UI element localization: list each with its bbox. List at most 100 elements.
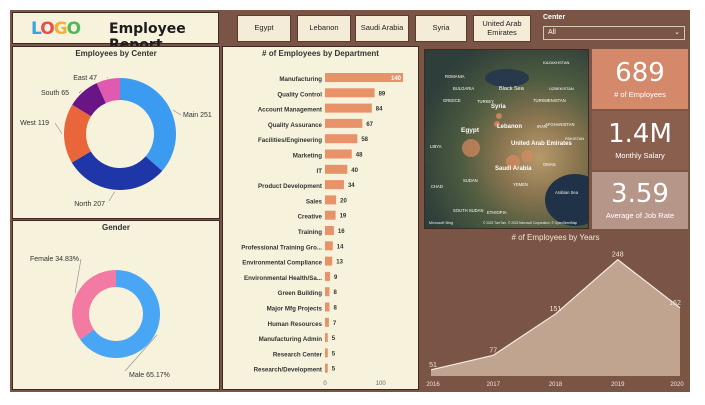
- department-bar: [325, 180, 344, 190]
- department-label: Manufacturing Admin: [259, 336, 323, 343]
- department-value-label: 20: [340, 198, 347, 204]
- map-label: UZBEKISTAN: [549, 86, 574, 91]
- country-filter-saudi-arabia[interactable]: Saudi Arabia: [355, 15, 409, 42]
- donut-leader-line: [106, 77, 108, 79]
- center-filter-label: Center: [543, 14, 566, 21]
- country-filter-syria[interactable]: Syria: [415, 15, 467, 42]
- department-label: Manufacturing: [279, 76, 322, 83]
- header-bar: LOGO Employee Report: [12, 12, 219, 53]
- department-bar: [325, 317, 329, 327]
- years-title: # of Employees by Years: [511, 233, 600, 242]
- map-canvas: Black Sea ROMANIA BULGARIA GREECE TURKEYSyri…: [429, 60, 588, 226]
- department-bar: [325, 195, 337, 205]
- department-bar: [325, 103, 372, 113]
- department-label: Account Management: [258, 107, 322, 114]
- department-bar: [325, 256, 333, 266]
- center-dropdown[interactable]: All ⌄: [543, 26, 685, 40]
- department-value-label: 48: [356, 153, 363, 159]
- years-area-chart: 51 2016 77 2017 151 2018 248 2019 162 2020: [426, 252, 684, 388]
- department-label: Research Center: [273, 351, 323, 358]
- department-bar: [325, 271, 331, 281]
- donut-slice-main: [120, 78, 177, 171]
- department-bar: [325, 164, 348, 174]
- donut-leader-line: [172, 109, 182, 116]
- map-label: LIBYA: [430, 144, 442, 149]
- logo: LOGO: [31, 19, 81, 39]
- map-label: YEMEN: [513, 182, 528, 187]
- country-filter-united-arab-emirates[interactable]: United Arab Emirates: [473, 15, 531, 42]
- area-value-label: 51: [429, 362, 437, 369]
- years-panel: # of Employees by Years 51 2016 77 2017 151 2…: [423, 231, 688, 390]
- kpi-card: 689 # of Employees: [592, 49, 688, 109]
- area-value-label: 151: [550, 306, 562, 313]
- donut-label-main: Main 251: [183, 112, 212, 119]
- map-label: Black Sea: [499, 86, 525, 92]
- department-bar: [325, 73, 403, 82]
- kpi-label: # of Employees: [614, 89, 666, 99]
- x-tick-label: 2020: [670, 382, 684, 388]
- kpi-card: 3.59 Average of Job Rate: [592, 172, 688, 229]
- donut-label-female: Female 34.83%: [30, 256, 79, 263]
- map-label: ETHIOPIA: [487, 210, 507, 215]
- department-value-label: 16: [338, 229, 345, 235]
- map-label: Arabian Sea: [555, 190, 579, 195]
- department-label: Green Building: [278, 290, 323, 297]
- donut-label-west: West 119: [20, 120, 49, 127]
- department-bar: [325, 241, 333, 251]
- department-value-label: 19: [340, 214, 347, 220]
- department-bar: [325, 287, 330, 297]
- department-label: Sales: [306, 198, 323, 205]
- map-label: Egypt: [461, 127, 480, 134]
- gender-panel: Gender Male 65.17% Female 34.83%: [12, 220, 220, 390]
- donut-leader-line: [54, 122, 63, 134]
- department-label: Research/Development: [254, 367, 322, 374]
- department-label: IT: [317, 168, 323, 175]
- department-bar: [325, 302, 330, 312]
- map-label: TURKMENISTAN: [533, 98, 566, 103]
- donut-leader-line: [74, 258, 82, 293]
- department-value-label: 84: [376, 107, 383, 113]
- donut-label-north: North 207: [74, 201, 105, 208]
- donut-leader-line: [78, 90, 82, 94]
- area-value-label: 248: [612, 252, 624, 259]
- department-value-label: 8: [333, 306, 337, 312]
- department-value-label: 67: [366, 122, 373, 128]
- employees-by-center-title: Employees by Center: [75, 49, 157, 58]
- logo-letter-4: O: [66, 19, 81, 39]
- department-value-label: 5: [332, 351, 336, 357]
- kpi-value: 3.59: [611, 179, 669, 209]
- map-label: AFGHANISTAN: [545, 122, 574, 127]
- donut-slice-north: [71, 151, 163, 191]
- employees-by-center-chart: Main 251 North 207 West 119 South 65 East 47: [20, 75, 212, 208]
- department-label: Product Development: [258, 183, 322, 190]
- x-tick-label: 2017: [487, 382, 501, 388]
- x-tick-label: 100: [376, 381, 387, 387]
- sea-shape: [485, 69, 529, 87]
- country-filter-egypt[interactable]: Egypt: [237, 15, 291, 42]
- department-title: # of Employees by Department: [262, 49, 379, 58]
- department-label: Human Resources: [268, 321, 323, 328]
- map-label: Lebanon: [497, 124, 522, 130]
- map-label: ROMANIA: [445, 74, 465, 79]
- department-bar: [325, 333, 328, 343]
- map-bubble-lebanon: [494, 121, 500, 127]
- map-visual[interactable]: Black Sea ROMANIA BULGARIA GREECE TURKEY Syri…: [424, 49, 589, 229]
- map-label: TURKEY: [477, 99, 494, 104]
- map-label: CHAD: [431, 184, 443, 189]
- map-label: GREECE: [443, 98, 461, 103]
- map-label: Microsoft Bing: [429, 221, 453, 225]
- department-panel: # of Employees by Department Manufacturi…: [222, 46, 419, 390]
- logo-letter-3: G: [53, 19, 68, 39]
- area-value-label: 162: [669, 300, 681, 307]
- country-filter-lebanon[interactable]: Lebanon: [297, 15, 351, 42]
- area-line: [430, 258, 681, 371]
- gender-chart: Male 65.17% Female 34.83%: [30, 256, 170, 379]
- department-bar: [325, 149, 352, 159]
- map-bubble-syria: [496, 113, 502, 119]
- map-label: BULGARIA: [453, 86, 474, 91]
- donut-leader-line: [108, 191, 115, 202]
- gender-title: Gender: [101, 223, 130, 232]
- x-tick-label: 2016: [426, 382, 440, 388]
- department-value-label: 5: [332, 336, 336, 342]
